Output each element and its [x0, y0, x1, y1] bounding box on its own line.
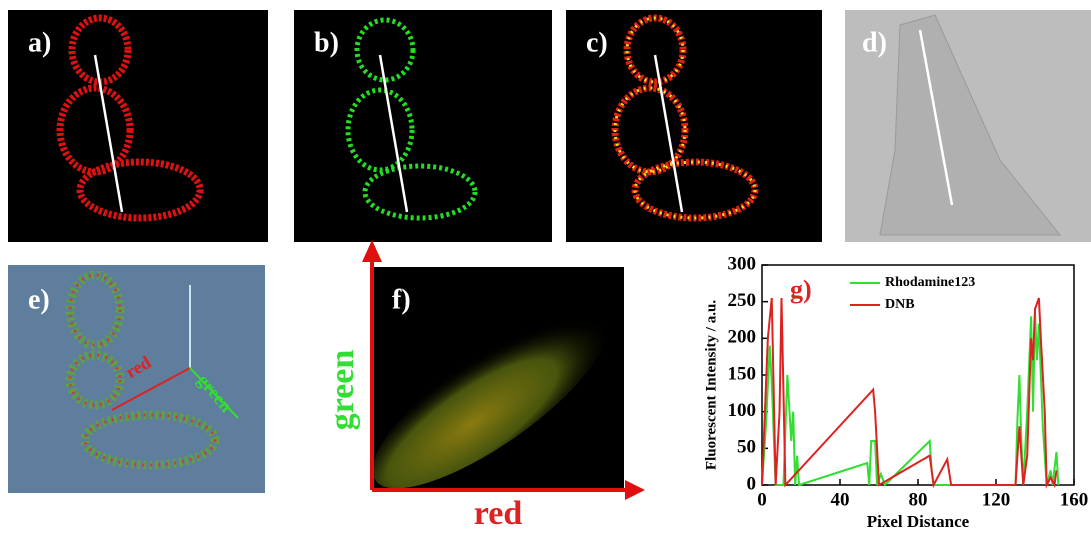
- x-tick-label: 80: [909, 489, 928, 510]
- y-tick-label: 0: [747, 473, 757, 494]
- x-tick-label: 40: [831, 489, 850, 510]
- panel-label: d): [862, 27, 887, 58]
- series-line: [762, 298, 1056, 485]
- y-axis-label: Fluorescent Intensity / a.u.: [703, 300, 719, 470]
- y-tick-label: 150: [728, 363, 757, 384]
- series-line: [762, 313, 1058, 485]
- x-axis-label: Pixel Distance: [867, 512, 970, 531]
- y-tick-label: 100: [728, 400, 757, 421]
- y-tick-label: 250: [728, 290, 757, 311]
- chart-title: g): [790, 275, 812, 304]
- axis-label: red: [474, 495, 523, 531]
- legend-label: DNB: [885, 297, 915, 312]
- y-tick-label: 200: [728, 327, 757, 348]
- panel-label: f): [392, 284, 411, 315]
- panel-label: a): [28, 27, 51, 58]
- y-tick-label: 300: [728, 253, 757, 274]
- panel-label: e): [28, 284, 50, 315]
- x-tick-label: 0: [757, 489, 767, 510]
- y-tick-label: 50: [737, 437, 756, 458]
- x-tick-label: 160: [1060, 489, 1089, 510]
- legend-label: Rhodamine123: [885, 275, 975, 290]
- x-tick-label: 120: [982, 489, 1011, 510]
- panel-label: c): [586, 27, 608, 58]
- panel-label: b): [314, 27, 339, 58]
- axis-label: green: [324, 350, 361, 431]
- figure: a) b) c) d) red green e) green red f) 05…: [0, 0, 1091, 531]
